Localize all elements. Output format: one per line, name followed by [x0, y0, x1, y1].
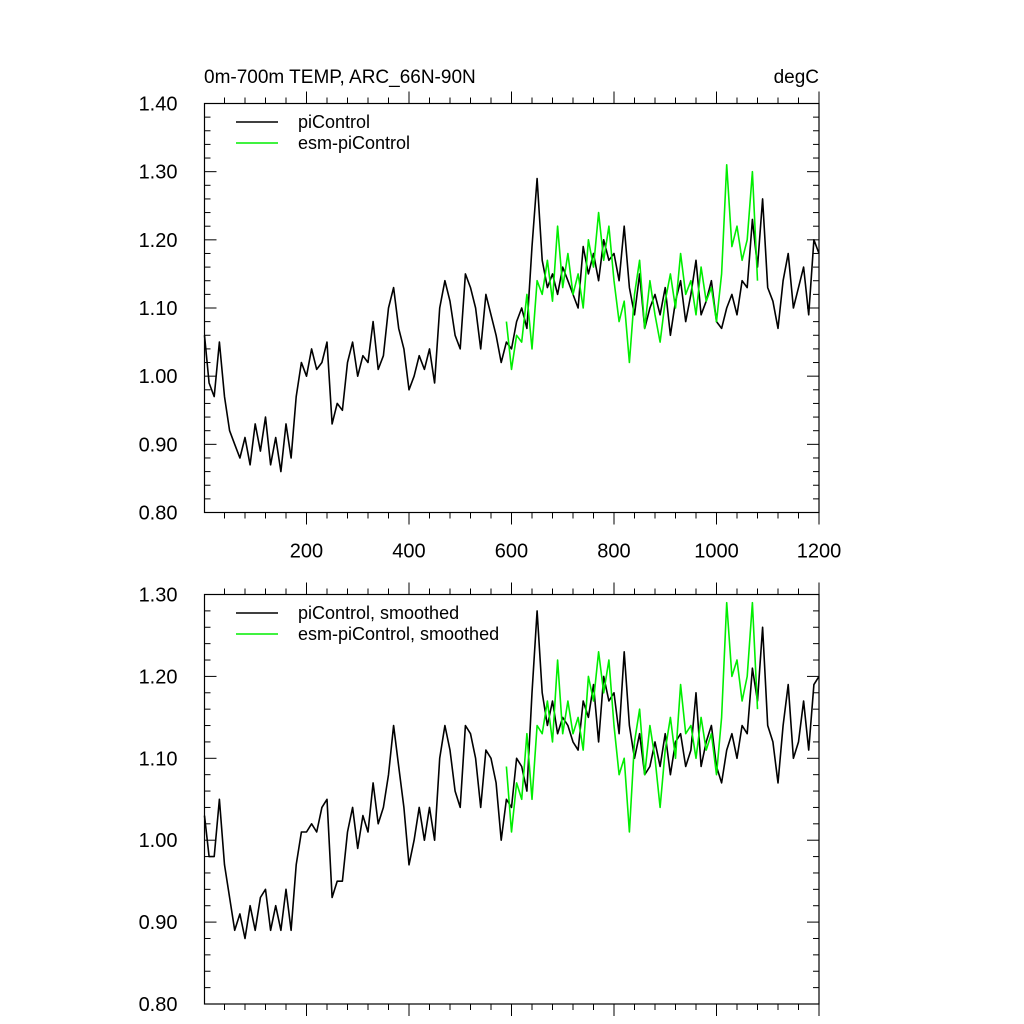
top-x-tick-label: 1200	[797, 541, 842, 563]
chart-title: 0m-700m TEMP, ARC_66N-90N	[204, 67, 476, 88]
top-y-tick-label: 0.90	[139, 434, 178, 456]
top-y-tick-label: 1.10	[139, 298, 178, 320]
legend-label: esm-piControl	[298, 133, 410, 153]
top-y-tick-label: 1.00	[139, 366, 178, 388]
top-y-tick-label: 1.40	[139, 94, 178, 116]
bottom-y-tick-label: 0.80	[139, 994, 178, 1016]
top-panel: 0m-700m TEMP, ARC_66N-90N degC 0.80 0.90 1…	[139, 67, 842, 563]
bottom-y-tick-label: 1.30	[139, 585, 178, 607]
top-x-tick-label: 800	[597, 541, 630, 563]
top-x-tick-label: 400	[392, 541, 425, 563]
top-series-line-picontrol	[203, 177, 820, 473]
bottom-y-tick-label: 1.20	[139, 666, 178, 688]
top-x-tick-label: 1000	[694, 541, 739, 563]
bottom-axis-ticks: 0.80 0.90 1.00 1.10 1.20 1.30	[139, 582, 820, 1016]
bottom-series-line-picontrol	[203, 610, 820, 940]
top-series-line-esm-picontrol	[505, 164, 759, 371]
bottom-y-tick-label: 1.00	[139, 830, 178, 852]
bottom-panel: 0.80 0.90 1.00 1.10 1.20 1.30 piControl, smoo…	[139, 582, 820, 1016]
units-label: degC	[774, 67, 819, 88]
top-y-tick-label: 1.30	[139, 162, 178, 184]
legend-label: piControl, smoothed	[298, 603, 459, 623]
bottom-series-line-esm-picontrol	[505, 601, 759, 833]
legend-label: esm-piControl, smoothed	[298, 624, 499, 644]
top-y-tick-label: 0.80	[139, 503, 178, 525]
bottom-y-tick-label: 0.90	[139, 912, 178, 934]
bottom-y-tick-label: 1.10	[139, 748, 178, 770]
top-x-tick-label: 200	[290, 541, 323, 563]
top-y-tick-label: 1.20	[139, 230, 178, 252]
top-data-lines	[203, 164, 820, 473]
legend-label: piControl	[298, 112, 370, 132]
top-x-tick-label: 600	[495, 541, 528, 563]
top-axis-ticks: 0.80 0.90 1.00 1.10 1.20 1.30 1.40 200 400 600 800…	[139, 91, 842, 563]
bottom-data-lines	[203, 601, 820, 940]
